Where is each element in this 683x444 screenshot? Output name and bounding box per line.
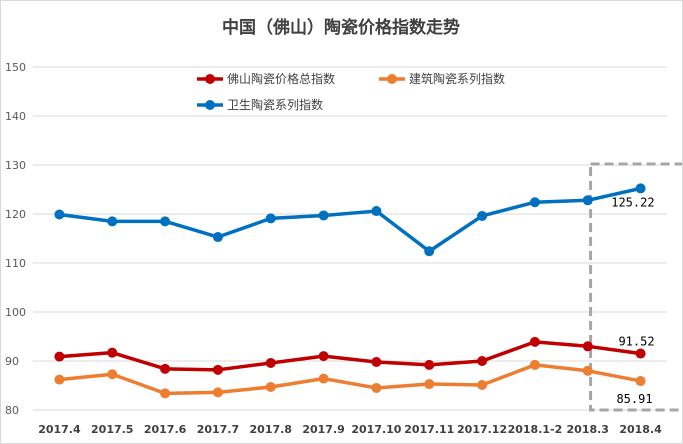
data-point <box>424 359 435 370</box>
data-point <box>635 376 646 387</box>
data-point <box>371 382 382 393</box>
series-lines <box>54 183 646 399</box>
data-point <box>424 379 435 390</box>
series-line <box>59 186 641 253</box>
data-point <box>265 381 276 392</box>
legend-entry: 卫生陶瓷系列指数 <box>227 97 323 112</box>
legend-swatch-marker <box>387 74 397 84</box>
x-tick-label: 2018.4 <box>619 423 662 436</box>
x-tick-label: 2017.5 <box>91 423 133 436</box>
data-labels: 91.52 85.91 125.22 <box>611 195 654 406</box>
data-point <box>318 351 329 362</box>
data-point <box>212 387 223 398</box>
x-tick-label: 2018.3 <box>567 423 609 436</box>
x-tick-label: 2017.12 <box>457 423 507 436</box>
highlight-box-rect <box>589 162 682 412</box>
data-point <box>635 348 646 359</box>
y-tick-label: 80 <box>5 404 19 417</box>
y-tick-label: 150 <box>5 61 26 74</box>
series-line <box>59 363 641 396</box>
x-tick-label: 2017.7 <box>197 423 239 436</box>
data-label: 91.52 <box>618 335 654 349</box>
x-axis-ticks: 2017.4 2017.5 2017.6 2017.7 2017.8 2017.9 2017… <box>38 423 662 436</box>
y-axis-ticks: 80 90 100 110 120 130 140 150 <box>5 61 26 417</box>
data-point <box>54 374 65 385</box>
y-tick-label: 110 <box>5 257 26 270</box>
data-point <box>371 206 382 217</box>
data-point <box>318 210 329 221</box>
data-point <box>107 216 118 227</box>
data-point <box>54 351 65 362</box>
y-tick-label: 120 <box>5 208 26 221</box>
y-tick-label: 140 <box>5 110 26 123</box>
data-point <box>212 232 223 243</box>
data-point <box>635 183 646 194</box>
data-point <box>212 364 223 375</box>
data-point <box>529 197 540 208</box>
legend-entry: 建筑陶瓷系列指数 <box>409 71 505 86</box>
x-tick-label: 2017.6 <box>144 423 187 436</box>
data-label: 85.91 <box>616 392 652 406</box>
data-point <box>265 357 276 368</box>
x-tick-label: 2017.4 <box>38 423 81 436</box>
data-point <box>477 380 488 391</box>
data-point <box>582 341 593 352</box>
highlight-box <box>589 162 682 412</box>
x-tick-label: 2017.10 <box>351 423 401 436</box>
data-point <box>477 356 488 366</box>
y-tick-label: 100 <box>5 306 26 319</box>
data-point <box>107 369 118 380</box>
data-point <box>160 388 171 399</box>
legend-swatch-marker <box>205 74 215 84</box>
data-point <box>424 246 435 257</box>
data-point <box>54 209 65 220</box>
legend-entry: 佛山陶瓷价格总指数 <box>227 71 335 86</box>
x-tick-label: 2017.11 <box>404 423 454 436</box>
y-tick-label: 90 <box>5 355 19 368</box>
data-point <box>371 356 382 367</box>
data-point <box>265 213 276 224</box>
data-point <box>107 347 118 358</box>
data-point <box>529 359 540 370</box>
legend-swatch-marker <box>205 100 215 110</box>
data-point <box>582 195 593 206</box>
data-point <box>582 365 593 376</box>
data-point <box>160 216 171 227</box>
data-point <box>318 373 329 384</box>
data-label: 125.22 <box>611 195 654 209</box>
data-point <box>160 363 171 374</box>
x-tick-label: 2017.9 <box>302 423 344 436</box>
x-tick-label: 2018.1-2 <box>508 423 563 436</box>
x-tick-label: 2017.8 <box>250 423 292 436</box>
data-point <box>477 210 488 221</box>
y-tick-label: 130 <box>5 159 26 172</box>
chart-title: 中国（佛山）陶瓷价格指数走势 <box>222 17 460 38</box>
data-point <box>529 336 540 347</box>
series-line <box>59 340 641 372</box>
